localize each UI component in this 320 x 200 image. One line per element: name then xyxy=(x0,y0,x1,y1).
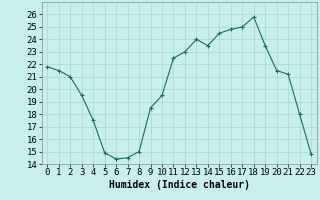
X-axis label: Humidex (Indice chaleur): Humidex (Indice chaleur) xyxy=(109,180,250,190)
